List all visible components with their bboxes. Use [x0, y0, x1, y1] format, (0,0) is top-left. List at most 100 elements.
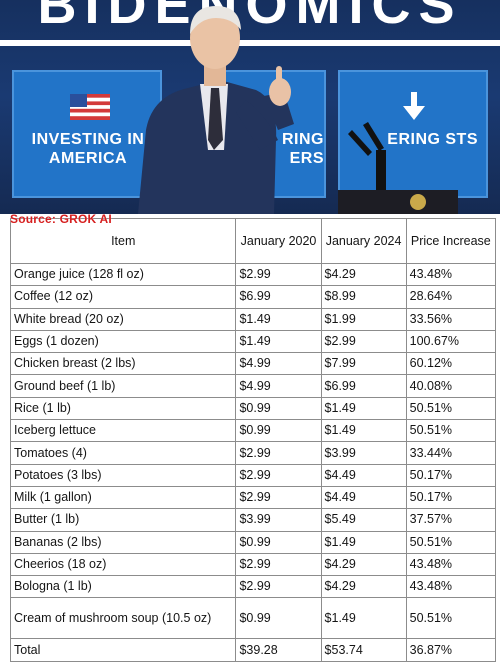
- backdrop-panel-right: ERING STS: [338, 70, 488, 198]
- total-row: Total $39.28 $53.74 36.87%: [9, 638, 497, 662]
- price-2024-cell: $1.49: [320, 419, 407, 443]
- banner-title: BIDENOMICS: [37, 0, 463, 35]
- item-cell: Chicken breast (2 lbs): [9, 352, 237, 376]
- increase-cell: 40.08%: [405, 374, 497, 398]
- down-arrow-icon: [403, 92, 425, 120]
- american-flag-icon: [70, 94, 110, 120]
- price-2020-cell: $2.99: [235, 552, 322, 577]
- price-2024-cell: $1.99: [320, 307, 407, 331]
- column-header-price-increase: Price Increase: [405, 218, 497, 264]
- price-2020-cell: $0.99: [235, 419, 322, 443]
- table-row: Milk (1 gallon) $2.99 $4.49 50.17%: [9, 485, 497, 510]
- source-label: Source: GROK AI: [10, 212, 112, 226]
- price-2020-cell: $0.99: [235, 530, 322, 554]
- price-2024-cell: $53.74: [320, 638, 407, 662]
- price-2020-cell: $2.99: [235, 441, 322, 465]
- item-cell: Tomatoes (4): [9, 441, 237, 465]
- table-row: Iceberg lettuce $0.99 $1.49 50.51%: [9, 419, 497, 443]
- price-2020-cell: $0.99: [235, 396, 322, 421]
- price-2024-cell: $1.49: [320, 597, 407, 640]
- panel-left-text: INVESTING IN AMERICA: [31, 131, 145, 167]
- price-comparison-table: Item January 2020 January 2024 Price Inc…: [9, 218, 497, 662]
- price-2024-cell: $4.49: [320, 463, 407, 487]
- increase-cell: 33.44%: [405, 441, 497, 465]
- table-row: Bologna (1 lb) $2.99 $4.29 43.48%: [9, 575, 497, 599]
- table-row: Ground beef (1 lb) $4.99 $6.99 40.08%: [9, 374, 497, 398]
- increase-cell: 50.17%: [405, 463, 497, 487]
- table-row: Bananas (2 lbs) $0.99 $1.49 50.51%: [9, 530, 497, 554]
- item-cell: Rice (1 lb): [9, 396, 237, 421]
- price-2020-cell: $1.49: [235, 329, 322, 354]
- table-row: Eggs (1 dozen) $1.49 $2.99 100.67%: [9, 329, 497, 354]
- price-2024-cell: $4.29: [320, 262, 407, 287]
- item-cell: Coffee (12 oz): [9, 285, 237, 309]
- item-cell: Potatoes (3 lbs): [9, 463, 237, 487]
- increase-cell: 60.12%: [405, 352, 497, 376]
- item-cell: Milk (1 gallon): [9, 485, 237, 510]
- price-2020-cell: $2.99: [235, 485, 322, 510]
- item-cell: Cheerios (18 oz): [9, 552, 237, 577]
- panel-right-text: ERING STS: [387, 131, 478, 148]
- price-2020-cell: $2.99: [235, 262, 322, 287]
- table-row: Coffee (12 oz) $6.99 $8.99 28.64%: [9, 285, 497, 309]
- price-2024-cell: $6.99: [320, 374, 407, 398]
- table-row: Chicken breast (2 lbs) $4.99 $7.99 60.12%: [9, 352, 497, 376]
- increase-cell: 50.51%: [405, 419, 497, 443]
- column-header-january-2020: January 2020: [235, 218, 322, 264]
- increase-cell: 33.56%: [405, 307, 497, 331]
- price-2024-cell: $4.29: [320, 575, 407, 599]
- increase-cell: 50.51%: [405, 597, 497, 640]
- increase-cell: 50.17%: [405, 485, 497, 510]
- item-cell: Orange juice (128 fl oz): [9, 262, 237, 287]
- increase-cell: 36.87%: [405, 638, 497, 662]
- speaker-figure: [138, 6, 294, 214]
- table-body: Orange juice (128 fl oz) $2.99 $4.29 43.48%…: [9, 262, 497, 662]
- price-2024-cell: $4.29: [320, 552, 407, 577]
- table-row: Tomatoes (4) $2.99 $3.99 33.44%: [9, 441, 497, 465]
- increase-cell: 28.64%: [405, 285, 497, 309]
- column-header-january-2024: January 2024: [320, 218, 407, 264]
- price-2020-cell: $6.99: [235, 285, 322, 309]
- item-cell: Eggs (1 dozen): [9, 329, 237, 354]
- price-2020-cell: $39.28: [235, 638, 322, 662]
- header-photo: BIDENOMICS INVESTING IN AMERICA RING ERS…: [0, 0, 500, 214]
- item-cell: Cream of mushroom soup (10.5 oz): [9, 597, 237, 640]
- price-2024-cell: $3.99: [320, 441, 407, 465]
- backdrop-panel-left: INVESTING IN AMERICA: [12, 70, 162, 198]
- table-row: Cream of mushroom soup (10.5 oz) $0.99 $1.…: [9, 597, 497, 640]
- microphone-icon: [338, 122, 458, 214]
- increase-cell: 43.48%: [405, 575, 497, 599]
- item-cell: White bread (20 oz): [9, 307, 237, 331]
- item-cell: Total: [9, 638, 237, 662]
- table-row: White bread (20 oz) $1.49 $1.99 33.56%: [9, 307, 497, 331]
- table-row: Potatoes (3 lbs) $2.99 $4.49 50.17%: [9, 463, 497, 487]
- item-cell: Iceberg lettuce: [9, 419, 237, 443]
- price-2020-cell: $4.99: [235, 352, 322, 376]
- price-2020-cell: $2.99: [235, 463, 322, 487]
- increase-cell: 50.51%: [405, 530, 497, 554]
- table-row: Orange juice (128 fl oz) $2.99 $4.29 43.48%: [9, 262, 497, 287]
- price-2020-cell: $1.49: [235, 307, 322, 331]
- price-2020-cell: $0.99: [235, 597, 322, 640]
- table-row: Rice (1 lb) $0.99 $1.49 50.51%: [9, 396, 497, 421]
- price-2024-cell: $1.49: [320, 396, 407, 421]
- increase-cell: 37.57%: [405, 508, 497, 532]
- table-row: Butter (1 lb) $3.99 $5.49 37.57%: [9, 508, 497, 532]
- price-2020-cell: $4.99: [235, 374, 322, 398]
- panel-middle-text: RING ERS: [282, 131, 324, 167]
- price-2024-cell: $7.99: [320, 352, 407, 376]
- item-cell: Bologna (1 lb): [9, 575, 237, 599]
- increase-cell: 100.67%: [405, 329, 497, 354]
- price-2020-cell: $2.99: [235, 575, 322, 599]
- price-2024-cell: $8.99: [320, 285, 407, 309]
- price-2024-cell: $2.99: [320, 329, 407, 354]
- increase-cell: 43.48%: [405, 552, 497, 577]
- price-2024-cell: $5.49: [320, 508, 407, 532]
- price-2020-cell: $3.99: [235, 508, 322, 532]
- banner-underline: [0, 40, 500, 46]
- increase-cell: 50.51%: [405, 396, 497, 421]
- price-2024-cell: $4.49: [320, 485, 407, 510]
- item-cell: Ground beef (1 lb): [9, 374, 237, 398]
- item-cell: Bananas (2 lbs): [9, 530, 237, 554]
- item-cell: Butter (1 lb): [9, 508, 237, 532]
